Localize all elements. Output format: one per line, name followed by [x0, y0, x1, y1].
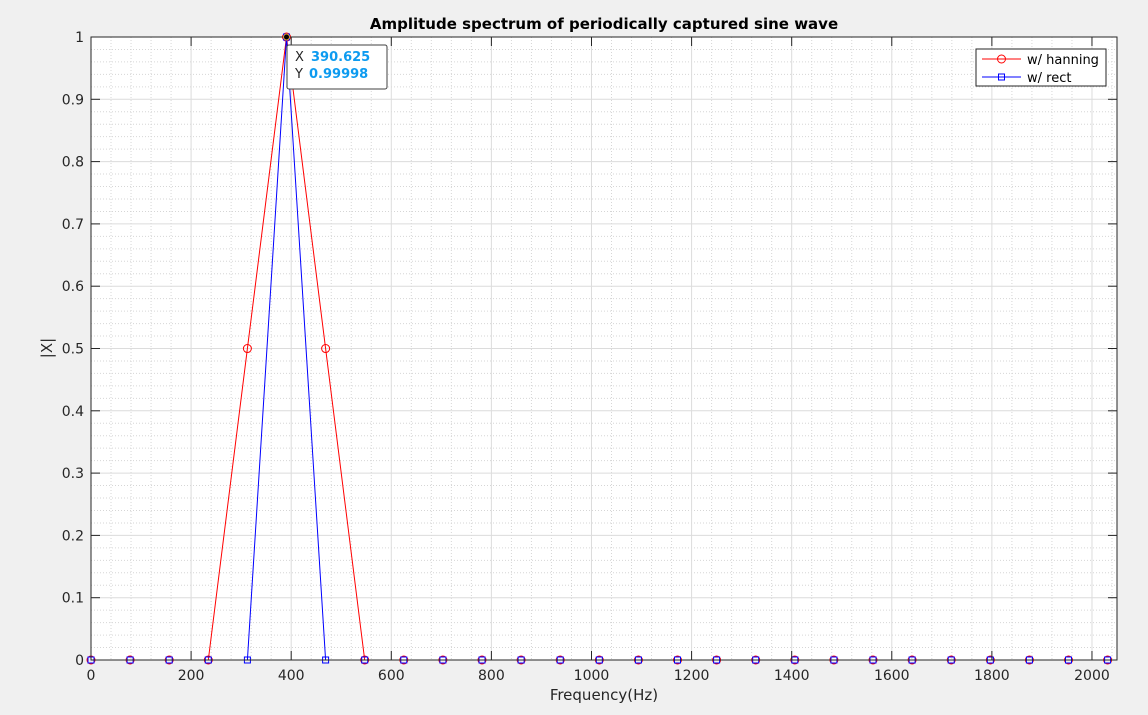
y-tick-label: 0.6 [62, 279, 84, 295]
tick-marks [90, 36, 1117, 661]
y-tick-label: 0.1 [62, 591, 84, 607]
legend-box [975, 48, 1107, 87]
x-tick-labels: 0 200 400 600 800 1000 1200 1400 1600 1800 2000 [87, 668, 1110, 684]
datatip-box [286, 44, 388, 90]
y-tick-label: 0 [75, 653, 84, 669]
legend[interactable]: w/ hanning w/ rect [975, 48, 1107, 87]
y-tick-label: 0.8 [62, 155, 84, 171]
x-tick-label: 400 [278, 668, 305, 684]
x-tick-label: 2000 [1074, 668, 1110, 684]
x-tick-label: 1800 [974, 668, 1010, 684]
legend-marker-hanning [997, 54, 1006, 64]
x-tick-label: 1600 [874, 668, 910, 684]
x-tick-label: 800 [478, 668, 505, 684]
y-tick-label: 0.4 [62, 404, 84, 420]
y-tick-label: 0.9 [62, 92, 84, 108]
y-tick-label: 0.5 [62, 342, 84, 358]
legend-marker-rect [998, 73, 1005, 81]
legend-label-hanning: w/ hanning [1027, 53, 1099, 68]
data-point-hanning[interactable] [321, 344, 331, 354]
datatip-y-value: 0.99998 [309, 67, 368, 82]
chart-title: Amplitude spectrum of periodically captu… [370, 15, 838, 33]
x-axis-label: Frequency(Hz) [550, 686, 658, 704]
minor-grid [91, 37, 1117, 660]
datatip-point [283, 33, 290, 41]
x-tick-label: 600 [378, 668, 405, 684]
x-tick-label: 1200 [674, 668, 710, 684]
data-point-hanning[interactable] [242, 344, 252, 354]
legend-label-rect: w/ rect [1027, 71, 1071, 86]
datatip-y-label: Y [294, 67, 303, 82]
y-tick-label: 1 [75, 30, 84, 46]
datatip-x-label: X [295, 50, 304, 65]
y-axis-label: |X| [38, 338, 56, 358]
y-tick-label: 0.7 [62, 217, 84, 233]
datatip-x-value: 390.625 [311, 50, 370, 65]
x-tick-label: 200 [178, 668, 205, 684]
x-tick-label: 1000 [574, 668, 610, 684]
y-tick-label: 0.3 [62, 466, 84, 482]
datatip[interactable]: X 390.625 Y 0.99998 [283, 33, 388, 90]
y-tick-label: 0.2 [62, 528, 84, 544]
y-tick-labels: 0 0.1 0.2 0.3 0.4 0.5 0.6 0.7 0.8 0.9 1 [62, 30, 84, 669]
x-tick-label: 0 [87, 668, 96, 684]
x-tick-label: 1400 [774, 668, 810, 684]
